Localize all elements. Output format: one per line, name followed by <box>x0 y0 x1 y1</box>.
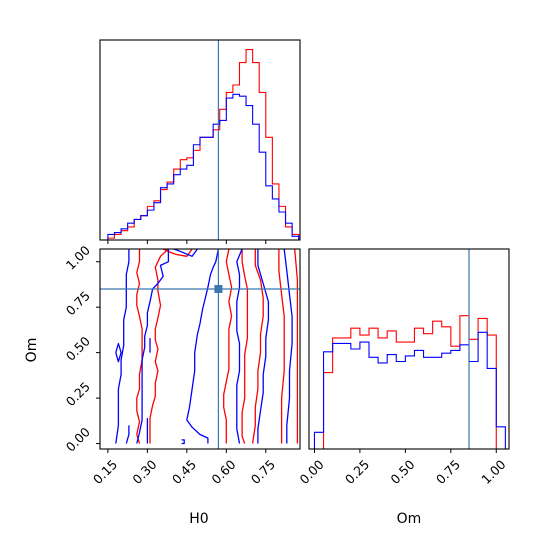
contour-y-tick-label-5: 1.00 <box>63 242 93 272</box>
contour-2-path-12 <box>181 439 185 445</box>
contour-1-path-1 <box>136 249 143 444</box>
contour-x-tick-label-5: 0.75 <box>248 457 278 487</box>
contour-1-path-8 <box>294 249 299 444</box>
contour-y-ticks: 0.00 0.25 0.50 0.75 1.00 <box>63 242 100 455</box>
contour-2-path-11 <box>283 249 293 444</box>
frame-contour <box>99 248 301 450</box>
contour-2-path-9 <box>236 249 243 444</box>
contour-y-tick-label-2: 0.25 <box>63 379 93 409</box>
contour-y-tick-label-1: 0.00 <box>63 424 93 454</box>
hist-om-series <box>313 315 506 450</box>
hist-om-series-1 <box>314 315 506 450</box>
contour-x-tick-label-3: 0.45 <box>169 457 199 487</box>
hist-h0-ticks <box>107 240 267 244</box>
contour-panel: 0.15 0.30 0.45 0.60 0.75 0.00 0.25 0.50 0.75 1.0… <box>63 242 301 487</box>
contour-x-tick-label-2: 0.30 <box>129 457 159 487</box>
y-axis-label-om: Om <box>24 338 40 363</box>
contour-y-tick-label-3: 0.50 <box>63 333 93 363</box>
hist-h0-series <box>107 48 300 240</box>
frame-hist-h0 <box>99 39 301 241</box>
hist-om-x-tick-label-3: 0.50 <box>387 457 417 487</box>
x-axis-label-h0: H0 <box>189 511 208 527</box>
contour-x-tick-label-4: 0.60 <box>208 457 238 487</box>
contour-y-tick-label-4: 0.75 <box>63 288 93 318</box>
hist-om-x-tick-label-1: 0.00 <box>296 457 326 487</box>
hist-om-panel: 0.00 0.25 0.50 0.75 1.00 <box>296 248 510 487</box>
contour-1-path-6 <box>251 249 264 444</box>
contour-2-path-3 <box>173 249 198 257</box>
contour-2-path-4 <box>125 425 130 444</box>
x-axis-label-om: Om <box>397 511 422 527</box>
contour-2-path-5 <box>115 342 122 363</box>
hist-om-x-tick-label-2: 0.25 <box>342 457 372 487</box>
contour-2-path-1 <box>115 249 130 444</box>
hist-om-x-ticks: 0.00 0.25 0.50 0.75 1.00 <box>296 449 509 487</box>
truth-marker <box>214 285 223 293</box>
contour-x-tick-label-1: 0.15 <box>90 457 120 487</box>
hist-h0-series-2 <box>107 93 300 240</box>
contour-1-path-4 <box>223 249 233 444</box>
frame-hist-om <box>308 248 510 450</box>
hist-om-x-tick-label-5: 1.00 <box>478 457 508 487</box>
contour-2-path-2 <box>136 249 170 444</box>
hist-h0-series-1 <box>107 48 300 240</box>
contour-2-path-10 <box>257 249 270 444</box>
hist-om-series-2 <box>313 331 506 449</box>
hist-h0-panel <box>99 39 301 244</box>
contour-1-path-5 <box>241 249 249 444</box>
contour-1-path-7 <box>278 249 285 444</box>
contour-1-path-2 <box>149 249 169 444</box>
contour-x-ticks: 0.15 0.30 0.45 0.60 0.75 <box>90 449 278 487</box>
contour-series <box>115 249 299 445</box>
hist-om-x-tick-label-4: 0.75 <box>433 457 463 487</box>
contour-2-path-8 <box>186 249 220 444</box>
